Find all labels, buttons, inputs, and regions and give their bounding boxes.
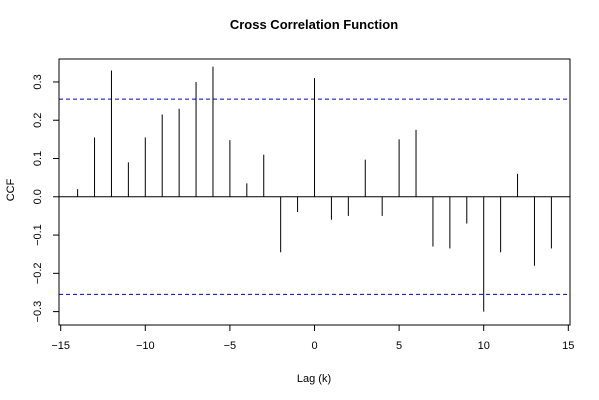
y-tick-label: −0.2	[32, 262, 44, 284]
x-tick-label: −5	[224, 340, 237, 352]
y-axis-label: CCF	[5, 178, 17, 201]
x-tick-label: −15	[51, 340, 70, 352]
x-tick-label: 10	[478, 340, 490, 352]
y-tick-label: 0.0	[32, 189, 44, 204]
y-tick-label: 0.1	[32, 151, 44, 166]
x-tick-label: −10	[136, 340, 155, 352]
x-tick-label: 0	[311, 340, 317, 352]
y-tick-label: −0.3	[32, 301, 44, 323]
x-tick-label: 5	[396, 340, 402, 352]
x-tick-label: 15	[562, 340, 574, 352]
y-tick-label: 0.3	[32, 74, 44, 89]
x-axis-label: Lag (k)	[297, 373, 331, 385]
chart-title: Cross Correlation Function	[230, 17, 398, 32]
y-tick-label: 0.2	[32, 113, 44, 128]
y-tick-label: −0.1	[32, 224, 44, 246]
